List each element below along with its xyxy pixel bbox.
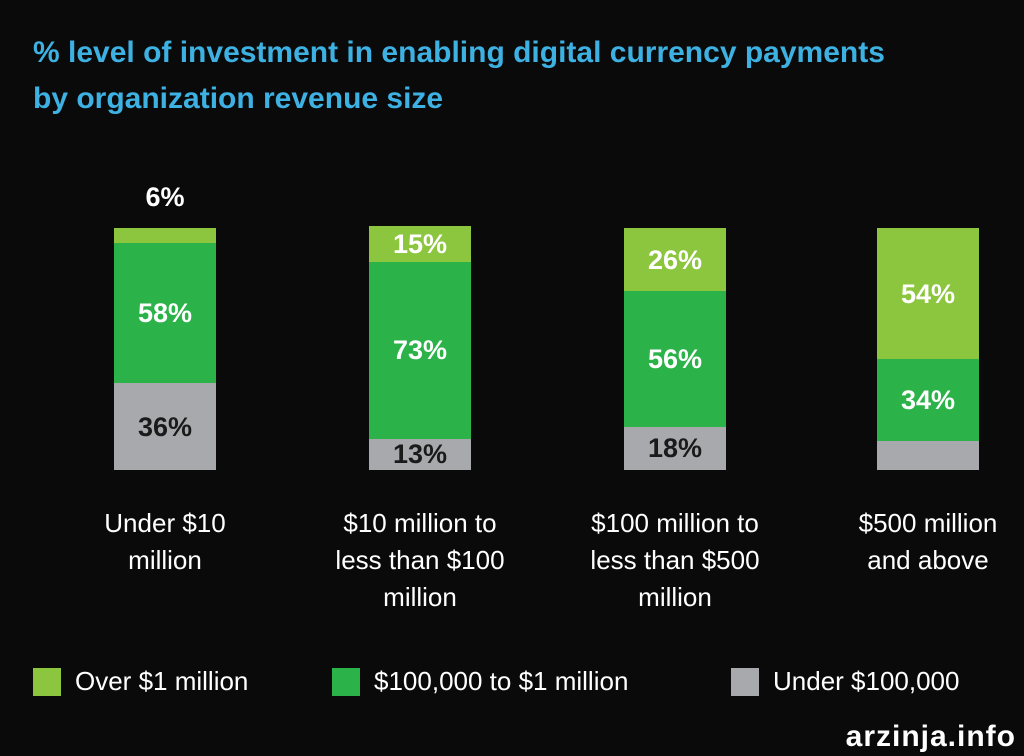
category-label: $10 million to less than $100 million — [335, 508, 505, 612]
legend-label: Under $100,000 — [773, 666, 960, 696]
bar-segment — [369, 262, 471, 439]
bar-segment — [877, 441, 979, 470]
legend-item: Under $100,000 — [731, 666, 959, 697]
value-label: 15% — [392, 229, 448, 260]
bar-segment — [624, 228, 726, 292]
value-label: 54% — [900, 278, 956, 309]
legend-swatch — [33, 667, 61, 696]
bar-segment — [877, 228, 979, 359]
value-label: 36% — [137, 411, 193, 442]
value-label: 13% — [392, 439, 448, 470]
legend-swatch — [332, 667, 360, 696]
legend-label: Over $1 million — [75, 666, 249, 696]
value-label: 58% — [137, 297, 193, 328]
value-label: 6% — [145, 182, 185, 213]
bar-segment — [877, 358, 979, 441]
bar-segment — [114, 242, 216, 384]
bar-segment — [114, 228, 216, 243]
bar-segment — [369, 438, 471, 470]
category-label: $100 million to less than $500 million — [590, 508, 760, 612]
value-label: 56% — [647, 343, 703, 374]
value-label: 26% — [647, 244, 703, 275]
value-label: 34% — [900, 384, 956, 415]
category-label: Under $10 million — [104, 508, 226, 575]
bar-segment — [624, 426, 726, 470]
legend-label: $100,000 to $1 million — [374, 666, 629, 696]
chart-title: % level of investment in enabling digita… — [33, 36, 885, 115]
legend-item: $100,000 to $1 million — [332, 666, 628, 697]
watermark: arzinja.info — [845, 720, 1016, 753]
category-label: $500 million and above — [858, 508, 998, 575]
bar-segment — [369, 226, 471, 263]
bar-segment — [114, 383, 216, 470]
value-label: 73% — [392, 335, 448, 366]
legend-item: Over $1 million — [33, 666, 248, 697]
bar-segment — [624, 291, 726, 427]
value-label: 18% — [647, 433, 703, 464]
legend-swatch — [731, 667, 759, 696]
